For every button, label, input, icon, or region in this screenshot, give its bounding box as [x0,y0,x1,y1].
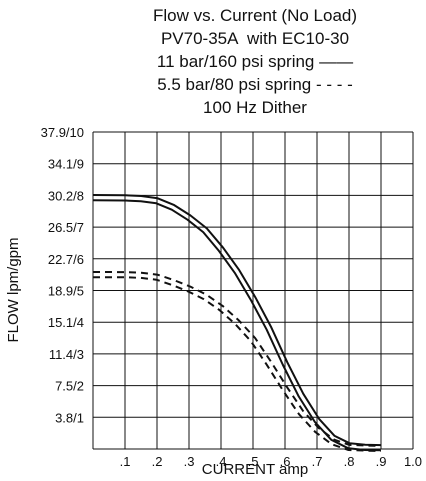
x-tick-label: .9 [376,454,387,469]
x-tick-label: .3 [184,454,195,469]
y-tick-label: 26.5/7 [48,220,84,235]
y-axis-label: FLOW lpm/gpm [5,237,22,342]
chart-title-line-2: PV70-35A with EC10-30 [160,29,350,48]
x-tick-label: .2 [152,454,163,469]
y-tick-label: 7.5/2 [55,379,84,394]
y-tick-label: 11.4/3 [49,347,84,362]
x-axis-label: CURRENT amp [202,461,308,478]
series-solid-line [92,194,382,452]
x-tick-label: 1.0 [404,454,422,469]
series-line-stroke [92,271,382,447]
y-tick-label: 34.1/9 [48,157,84,172]
y-tick-label: 15.1/4 [48,315,84,330]
grid [92,131,414,450]
y-tick-label: 37.9/10 [41,125,84,140]
x-tick-label: .1 [120,454,131,469]
tick-labels: .1 .2 .3 .4 .5 .6 .7 .8 .9 1.0 3.8/1 7.5/2 11.4/3 15.… [41,125,422,469]
series-line-stroke [92,199,381,452]
y-tick-label: 3.8/1 [55,410,84,425]
chart-title-line-1: Flow vs. Current (No Load) [152,6,358,25]
x-tick-label: .5 [248,454,259,469]
series-layer [92,194,382,452]
series-dashed-line [92,271,382,452]
chart-title-line-4: 5.5 bar/80 psi spring - - - - [157,75,353,94]
chart-title-line-5: 100 Hz Dither [203,98,307,117]
series-line-stroke [92,276,381,452]
y-tick-label: 22.7/6 [48,252,84,267]
x-tick-label: .4 [216,454,227,469]
x-tick-label: .7 [312,454,323,469]
y-tick-label: 30.2/8 [48,188,84,203]
x-tick-label: .6 [280,454,291,469]
x-tick-label: .8 [344,454,355,469]
chart-title-line-3: 11 bar/160 psi spring —— [156,52,354,71]
series-line-stroke [92,194,382,447]
y-tick-label: 18.9/5 [48,284,84,299]
